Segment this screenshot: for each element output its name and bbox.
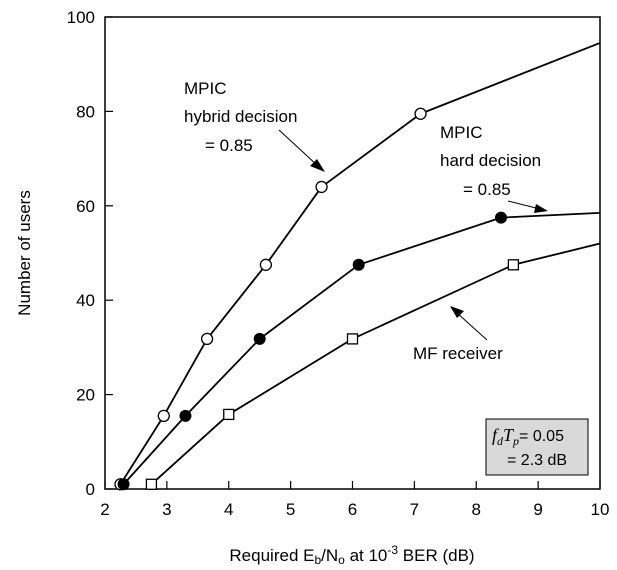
annotation-hybrid-line1: MPIC <box>184 79 227 98</box>
data-point-series-2 <box>346 333 359 345</box>
annotation-hard-line3: = 0.85 <box>463 180 511 199</box>
data-point-series-2 <box>145 478 158 490</box>
annotation-hybrid-arrowhead <box>310 159 325 172</box>
annotation-hybrid-line2: hybrid decision <box>184 107 297 126</box>
x-axis-label-pre: Required E <box>229 546 314 565</box>
inset-sub-d: d <box>497 434 504 448</box>
x-tick-label: 3 <box>162 500 171 519</box>
y-axis-label: Number of users <box>15 190 34 316</box>
x-tick-label: 2 <box>100 500 109 519</box>
data-point-series-0 <box>259 258 273 271</box>
y-tick-label: 100 <box>67 8 95 27</box>
inset-line2: = 2.3 dB <box>507 452 567 469</box>
x-tick-label: 9 <box>533 500 542 519</box>
x-axis-label-sub-o: o <box>338 553 345 567</box>
annotation-mf-arrow <box>455 311 488 341</box>
data-point-series-0 <box>315 180 328 194</box>
inset-value: = 0.05 <box>519 428 564 445</box>
x-tick-label: 10 <box>591 500 610 519</box>
annotation-mf-arrowhead <box>450 306 464 318</box>
inset-box <box>485 418 589 476</box>
data-point-series-1 <box>117 478 130 491</box>
data-point-series-1 <box>352 258 365 271</box>
annotation-hard-line2: hard decision <box>440 151 541 170</box>
x-tick-label: 5 <box>286 500 295 519</box>
data-point-series-2 <box>507 259 520 271</box>
annotation-hybrid-line3: = 0.85 <box>205 136 253 155</box>
annotation-mf-label: MF receiver <box>413 344 503 363</box>
inset-sym-f: f <box>492 425 500 445</box>
inset-sub-p: p <box>512 434 519 448</box>
annotation-hard-arrow <box>507 200 541 210</box>
inset-sym-t: T <box>503 425 515 445</box>
y-tick-label: 40 <box>76 291 95 310</box>
data-point-series-0 <box>157 409 170 422</box>
data-point-series-0 <box>200 332 214 346</box>
x-axis-label-mid: /N <box>321 546 338 565</box>
plot-frame <box>104 16 601 490</box>
annotation-hard-arrowhead <box>534 204 548 213</box>
x-axis-label: Required Eb/No at 10-3 BER (dB) <box>229 543 474 567</box>
x-tick-label: 6 <box>348 500 357 519</box>
x-tick-label: 7 <box>410 500 419 519</box>
y-tick-label: 0 <box>86 480 95 499</box>
series-layer <box>114 42 601 491</box>
x-tick-label: 8 <box>472 500 481 519</box>
annotation-hybrid-arrow <box>278 129 319 167</box>
y-tick-label: 60 <box>76 197 95 216</box>
x-axis-label-sup: -3 <box>387 543 398 557</box>
annotation-hard-line1: MPIC <box>440 123 483 142</box>
x-axis-label-post1: at 10 <box>345 546 388 565</box>
data-point-series-1 <box>179 409 192 422</box>
inset-line1: fdTp= 0.05 <box>492 425 564 448</box>
y-tick-label: 20 <box>76 386 95 405</box>
data-point-series-1 <box>253 332 266 345</box>
x-axis-label-post2: BER (dB) <box>398 546 475 565</box>
data-point-series-2 <box>223 408 235 421</box>
x-tick-label: 4 <box>224 500 233 519</box>
data-point-series-1 <box>495 211 507 224</box>
x-axis-label-sub-b: b <box>314 553 321 567</box>
y-tick-label: 80 <box>76 102 95 121</box>
data-point-series-0 <box>414 107 427 120</box>
series-line-1 <box>122 211 601 485</box>
